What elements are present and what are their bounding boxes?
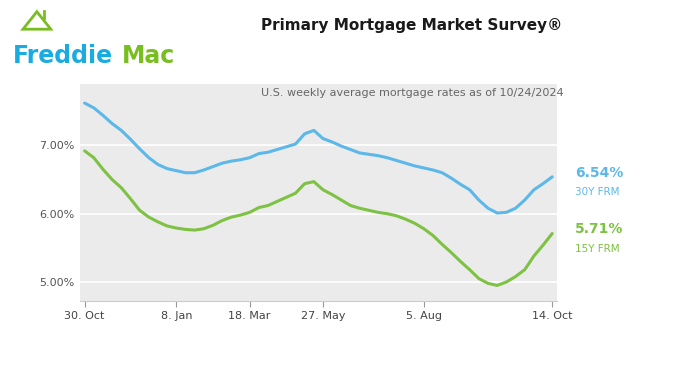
Text: 15Y FRM: 15Y FRM [575, 243, 619, 254]
Text: Primary Mortgage Market Survey®: Primary Mortgage Market Survey® [261, 18, 562, 33]
Text: 30Y FRM: 30Y FRM [575, 187, 619, 197]
Text: U.S. weekly average mortgage rates as of 10/24/2024: U.S. weekly average mortgage rates as of… [261, 88, 564, 97]
Text: 6.54%: 6.54% [575, 166, 624, 180]
Text: 5.71%: 5.71% [575, 222, 624, 237]
Text: Mac: Mac [122, 44, 175, 68]
Text: Freddie: Freddie [13, 44, 113, 68]
